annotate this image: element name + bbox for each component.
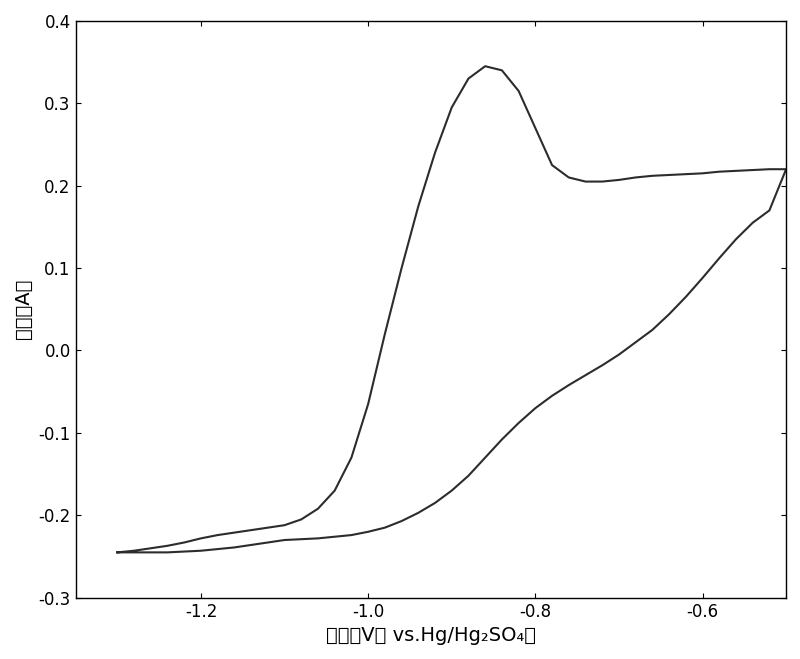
Y-axis label: 电流（A）: 电流（A） (14, 279, 33, 339)
X-axis label: 电位（V， vs.Hg/Hg₂SO₄）: 电位（V， vs.Hg/Hg₂SO₄） (326, 626, 536, 645)
